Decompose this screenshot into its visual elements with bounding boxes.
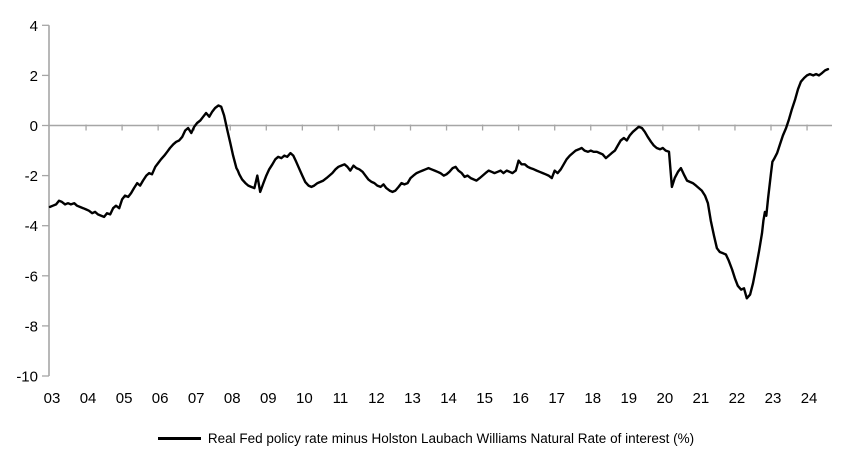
y-tick-label: -8 [25, 318, 38, 335]
x-tick-label: 07 [188, 390, 205, 407]
x-tick-label: 03 [44, 390, 61, 407]
x-tick-label: 11 [333, 390, 349, 407]
y-tick-label: -4 [25, 218, 38, 235]
y-tick-label: 2 [30, 68, 38, 85]
x-tick-label: 09 [260, 390, 277, 407]
x-tick-label: 22 [729, 390, 746, 407]
x-tick-label: 16 [512, 390, 529, 407]
x-tick-label: 06 [152, 390, 169, 407]
x-tick-label: 08 [224, 390, 241, 407]
x-tick-label: 23 [765, 390, 782, 407]
x-tick-label: 21 [693, 390, 710, 407]
x-tick-label: 13 [404, 390, 421, 407]
x-tick-label: 18 [584, 390, 601, 407]
y-tick-label: -10 [16, 369, 38, 386]
x-tick-label: 20 [657, 390, 674, 407]
series-line [48, 67, 830, 300]
x-tick-label: 05 [116, 390, 133, 407]
y-tick-label: -2 [25, 168, 38, 185]
y-tick-label: 0 [30, 118, 38, 135]
x-tick-label: 15 [476, 390, 493, 407]
x-tick-label: 12 [368, 390, 385, 407]
x-tick-label: 04 [80, 390, 97, 407]
x-tick-label: 14 [440, 390, 457, 407]
x-tick-label: 19 [620, 390, 637, 407]
legend-label: Real Fed policy rate minus Holston Lauba… [207, 431, 695, 446]
legend: Real Fed policy rate minus Holston Lauba… [0, 431, 852, 446]
legend-line-swatch [157, 437, 201, 440]
x-tick-label: 24 [801, 390, 818, 407]
y-tick-label: 4 [30, 18, 38, 35]
y-tick-label: -6 [25, 268, 38, 285]
x-tick-label: 10 [296, 390, 313, 407]
x-tick-label: 17 [548, 390, 565, 407]
